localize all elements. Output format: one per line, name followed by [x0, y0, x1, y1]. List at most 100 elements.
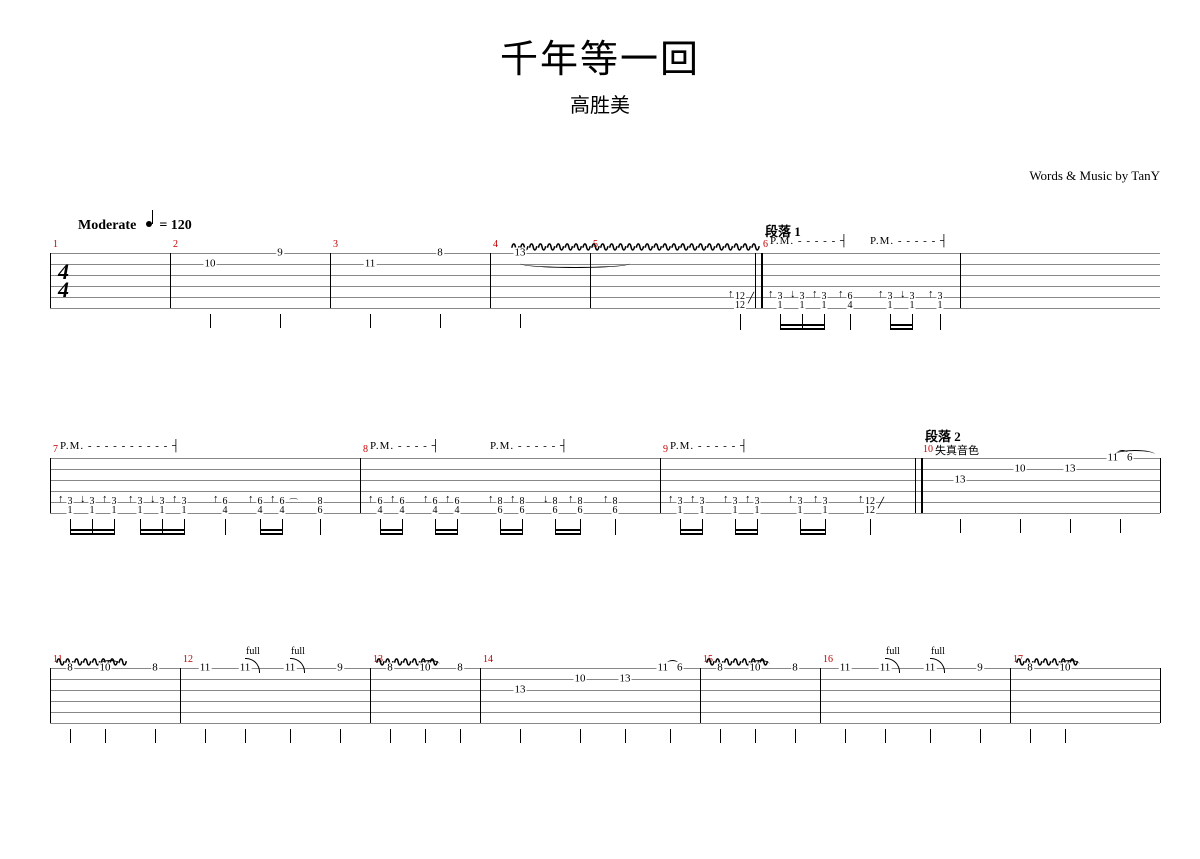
bar-number: 6 [763, 239, 768, 250]
rhythm-beam [70, 533, 114, 535]
string-line [50, 308, 1160, 309]
fret-number: 13 [954, 475, 967, 486]
fret-stack: 86 [577, 497, 584, 515]
fret-number: 8 [436, 248, 444, 259]
palm-mute-marking: P.M. - - - - - ┤ [770, 235, 849, 247]
palm-mute-marking: P.M. - - - - - ┤ [670, 440, 749, 452]
upstroke-icon: ↑ [510, 493, 516, 505]
downstroke-icon: ↓ [150, 493, 156, 505]
bar-number: 4 [493, 239, 498, 250]
rhythm-stem [320, 519, 321, 535]
tie-arc [1115, 450, 1155, 459]
vibrato-marking: ∿∿∿∿∿∿∿∿∿∿∿∿∿∿∿∿∿∿∿∿∿∿∿∿∿∿∿∿ [510, 239, 759, 255]
fret-stack: 31 [732, 497, 739, 515]
rhythm-beam [735, 529, 757, 531]
downstroke-icon: ↓ [790, 288, 796, 300]
bar-number: 14 [483, 654, 493, 665]
string-line [50, 668, 1160, 669]
string-line [50, 275, 1160, 276]
rhythm-stem [912, 314, 913, 330]
upstroke-icon: ↑ [172, 493, 178, 505]
fret-stack: 64 [454, 497, 461, 515]
bend-label: full [291, 646, 305, 657]
upstroke-icon: ↑ [368, 493, 374, 505]
fret-number: 10 [204, 259, 217, 270]
rhythm-stem [870, 519, 871, 535]
rhythm-stem [105, 729, 106, 743]
downstroke-icon: ↓ [900, 288, 906, 300]
upstroke-icon: ↑ [445, 493, 451, 505]
fret-number: 8 [716, 663, 724, 674]
song-title: 千年等一回 [0, 28, 1200, 83]
upstroke-icon: ↑ [603, 493, 609, 505]
barline [480, 668, 481, 723]
rhythm-stem [615, 519, 616, 535]
upstroke-icon: ↑ [423, 493, 429, 505]
rhythm-stem [930, 729, 931, 743]
fret-number: 11 [199, 663, 212, 674]
rhythm-stem [960, 519, 961, 533]
credit-line: Words & Music by TanY [1029, 168, 1160, 184]
fret-number: 13 [514, 685, 527, 696]
rhythm-beam [890, 328, 912, 330]
rhythm-beam [500, 533, 522, 535]
bar-number: 1 [53, 239, 58, 250]
fret-number: 8 [66, 663, 74, 674]
bend-label: full [931, 646, 945, 657]
rhythm-stem [845, 729, 846, 743]
rhythm-stem [225, 519, 226, 535]
rhythm-stem [457, 519, 458, 535]
fret-stack: 86 [612, 497, 619, 515]
rhythm-stem [702, 519, 703, 535]
rhythm-beam [780, 324, 824, 326]
upstroke-icon: ↑ [723, 493, 729, 505]
upstroke-icon: ↑ [390, 493, 396, 505]
rhythm-beam [140, 529, 184, 531]
string-line [50, 297, 1160, 298]
fret-number: 9 [336, 663, 344, 674]
rhythm-stem [625, 729, 626, 743]
fret-number: 10 [574, 674, 587, 685]
tempo-style: Moderate [78, 218, 136, 233]
rhythm-stem [520, 729, 521, 743]
rhythm-beam [435, 529, 457, 531]
bar-number: 2 [173, 239, 178, 250]
fret-stack: 31 [677, 497, 684, 515]
slide-marking: ⁀ [290, 498, 297, 509]
rhythm-beam [70, 529, 114, 531]
fret-stack: 31 [937, 292, 944, 310]
rhythm-stem [580, 519, 581, 535]
palm-mute-marking: P.M. - - - - - - - - - - ┤ [60, 440, 181, 452]
fret-stack: 64 [279, 497, 286, 515]
upstroke-icon: ↑ [928, 288, 934, 300]
double-barline [755, 253, 763, 308]
fret-stack: 64 [847, 292, 854, 310]
barline [960, 253, 961, 308]
tempo-marking: Moderate = 120 [78, 218, 192, 234]
bend-arc [290, 658, 305, 673]
fret-stack: 31 [137, 497, 144, 515]
tempo-bpm: = 120 [159, 218, 191, 233]
fret-number: 8 [386, 663, 394, 674]
fret-number: 8 [456, 663, 464, 674]
rhythm-beam [800, 533, 825, 535]
barline [370, 668, 371, 723]
rhythm-stem [850, 314, 851, 330]
upstroke-icon: ↑ [102, 493, 108, 505]
upstroke-icon: ↑ [128, 493, 134, 505]
rhythm-stem [824, 314, 825, 330]
upstroke-icon: ↑ [668, 493, 674, 505]
rhythm-stem [282, 519, 283, 535]
barline [50, 668, 51, 723]
bar-number: 5 [593, 239, 598, 250]
rhythm-stem [402, 519, 403, 535]
tab-staff: 11∿∿∿∿∿∿∿∿8108121111119fullfull13∿∿∿∿∿∿∿… [50, 668, 1160, 724]
time-signature: 44 [58, 263, 69, 299]
rhythm-stem [390, 729, 391, 743]
rhythm-stem [720, 729, 721, 743]
bend-label: full [886, 646, 900, 657]
fret-stack: 31 [909, 292, 916, 310]
fret-number: 11 [839, 663, 852, 674]
tie-arc [750, 660, 770, 669]
rhythm-stem [70, 729, 71, 743]
